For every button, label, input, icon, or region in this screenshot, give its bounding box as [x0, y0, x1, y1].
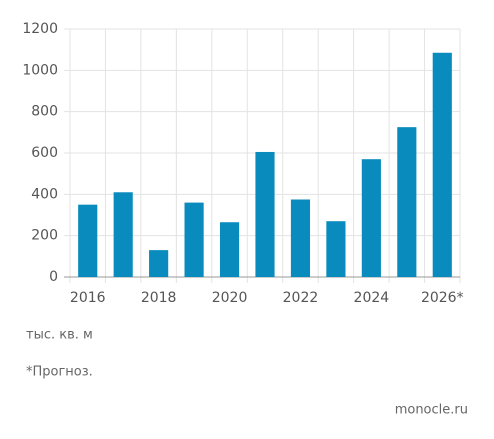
y-tick-label: 1200	[22, 21, 58, 37]
y-tick-label: 800	[31, 104, 58, 120]
x-tick-label: 2018	[141, 290, 177, 306]
y-tick-label: 0	[49, 269, 58, 285]
x-tick-label: 2024	[354, 290, 390, 306]
bar	[78, 204, 98, 277]
y-tick-label: 400	[31, 186, 58, 202]
bar	[184, 202, 204, 277]
bar	[361, 159, 381, 277]
x-tick-label: 2020	[212, 290, 248, 306]
footnote: *Прогноз.	[26, 365, 93, 380]
x-tick-label: 2016	[70, 290, 106, 306]
y-tick-label: 200	[31, 228, 58, 244]
y-tick-label: 600	[31, 145, 58, 161]
bar	[326, 221, 346, 277]
y-tick-label: 1000	[22, 62, 58, 78]
bar	[432, 52, 452, 278]
bar	[397, 127, 417, 278]
bar	[255, 151, 275, 277]
bar	[113, 192, 133, 277]
bar	[290, 199, 311, 277]
x-tick-label: 2026*	[421, 290, 464, 306]
x-tick-label: 2022	[283, 290, 319, 306]
unit-label: тыс. кв. м	[26, 328, 93, 343]
bar	[219, 222, 240, 277]
source: monocle.ru	[395, 403, 468, 418]
bar	[149, 250, 169, 277]
